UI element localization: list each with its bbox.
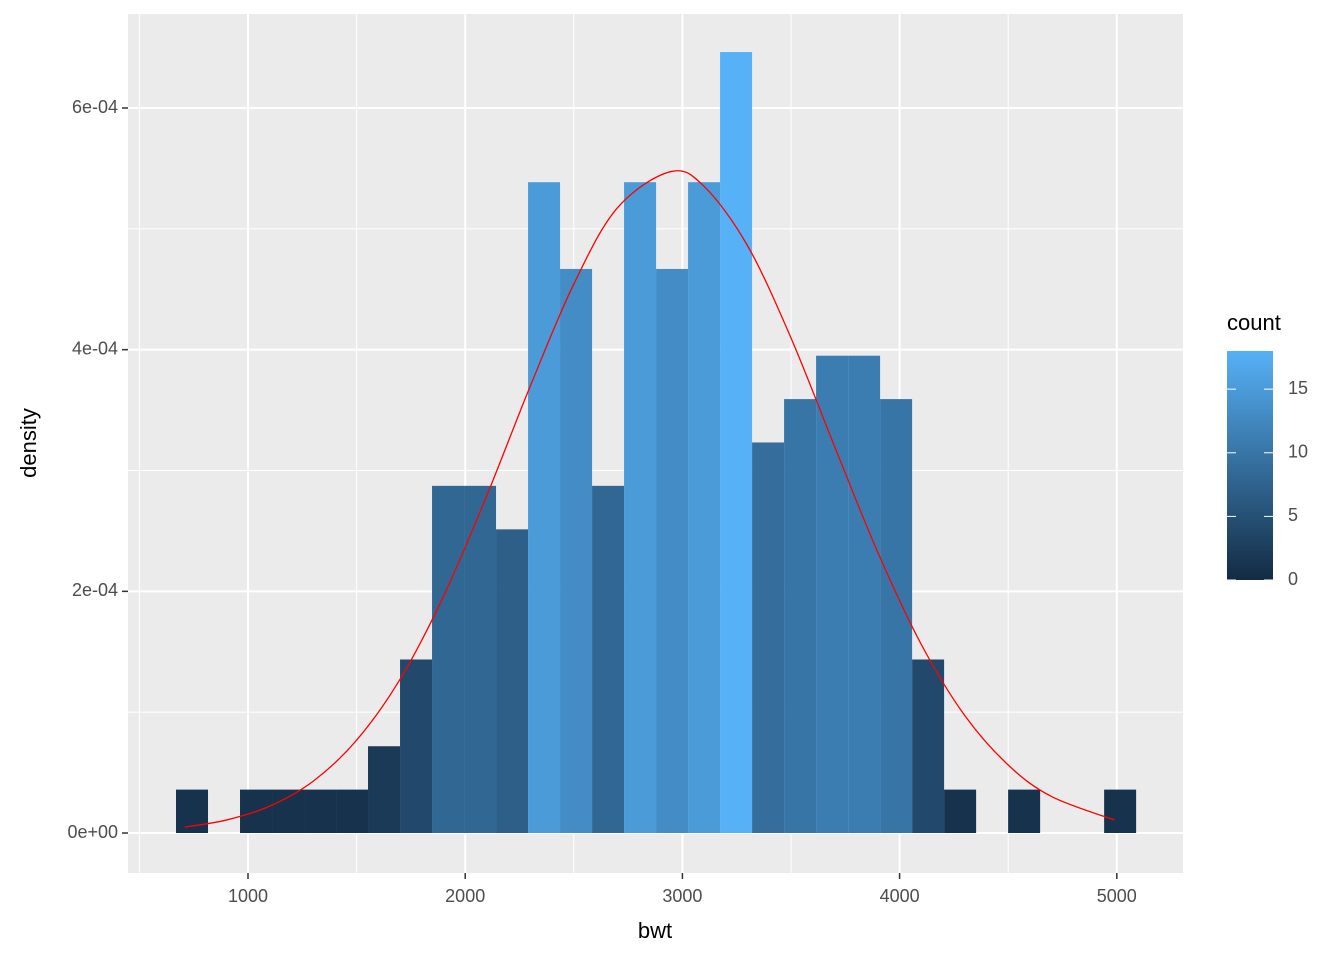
colorbar-label: 15: [1288, 378, 1308, 398]
bar: [848, 355, 881, 834]
bar: [592, 485, 625, 834]
bar: [752, 442, 785, 834]
x-tick-label: 5000: [1097, 886, 1137, 906]
x-tick-label: 1000: [228, 886, 268, 906]
bar: [1104, 789, 1137, 834]
bar: [688, 182, 721, 834]
bar: [432, 485, 465, 834]
colorbar-label: 0: [1288, 569, 1298, 589]
bar: [496, 529, 529, 834]
bar: [528, 182, 561, 834]
bar: [816, 355, 849, 834]
y-tick-label: 2e-04: [72, 580, 118, 600]
legend-title: count: [1227, 310, 1281, 335]
bar: [1008, 789, 1041, 834]
bar: [720, 52, 753, 834]
x-tick-label: 2000: [445, 886, 485, 906]
bar: [368, 746, 401, 834]
x-tick-label: 3000: [662, 886, 702, 906]
bar: [944, 789, 977, 834]
colorbar: [1227, 351, 1273, 580]
y-tick-label: 6e-04: [72, 97, 118, 117]
bar: [624, 182, 657, 834]
y-axis-title: density: [16, 408, 41, 478]
bar: [400, 659, 433, 834]
x-axis-title: bwt: [638, 918, 672, 943]
density-curve: [184, 170, 1115, 828]
bar: [272, 789, 305, 834]
bar: [784, 399, 817, 834]
bar: [336, 789, 369, 834]
y-tick-label: 4e-04: [72, 338, 118, 358]
bar: [912, 659, 945, 834]
bar: [464, 485, 497, 834]
bar: [656, 268, 689, 834]
y-tick-label: 0e+00: [67, 822, 118, 842]
bar: [304, 789, 337, 834]
bar: [560, 268, 593, 834]
x-tick-label: 4000: [880, 886, 920, 906]
colorbar-label: 5: [1288, 505, 1298, 525]
colorbar-label: 10: [1288, 442, 1308, 462]
